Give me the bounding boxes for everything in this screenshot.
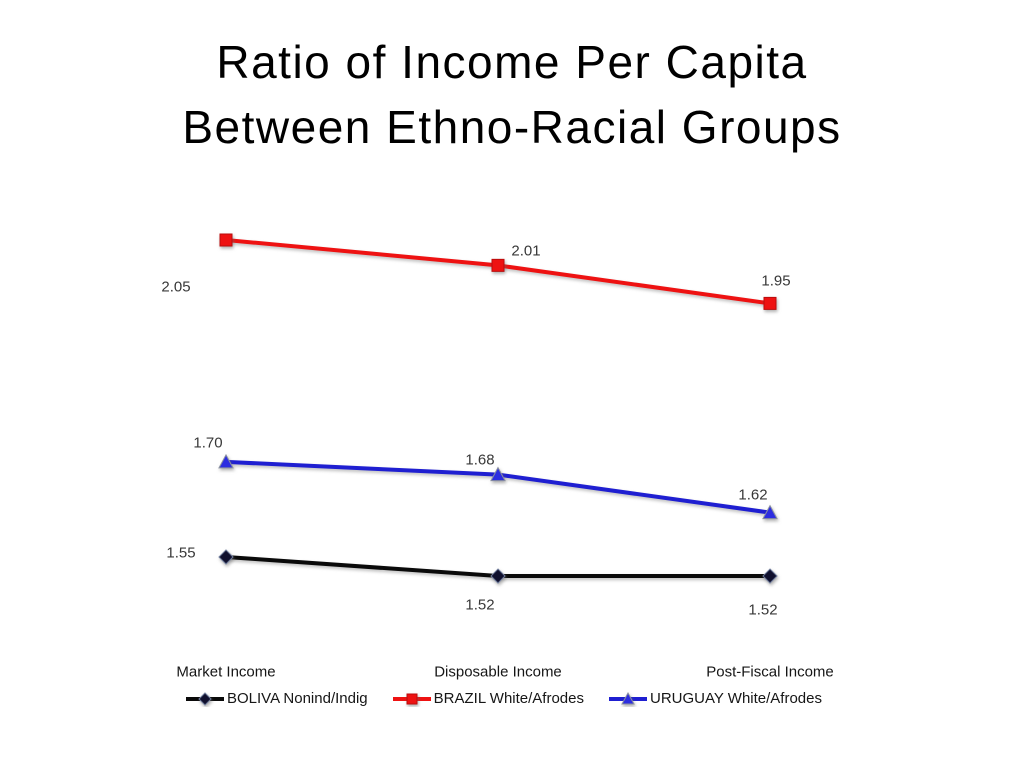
brazil-marker [763, 296, 777, 310]
boliva-marker [762, 568, 778, 584]
legend-item-brazil: BRAZIL White/Afrodes [392, 690, 584, 707]
brazil-marker [491, 258, 505, 272]
brazil-legend-marker-icon [392, 693, 431, 704]
uruguay-marker [218, 453, 234, 469]
data-label-uruguay-0: 1.70 [193, 434, 223, 452]
legend-item-uruguay: URUGUAY White/Afrodes [609, 690, 822, 707]
data-label-brazil-2: 1.95 [761, 272, 791, 290]
legend-label-uruguay: URUGUAY White/Afrodes [650, 690, 822, 707]
boliva-legend-marker-icon [186, 691, 224, 706]
legend-item-boliva: BOLIVA Nonind/Indig [186, 690, 368, 707]
uruguay-marker [762, 504, 778, 520]
data-label-boliva-2: 1.52 [748, 601, 778, 619]
data-label-boliva-1: 1.52 [465, 596, 495, 614]
uruguay-marker [621, 691, 635, 704]
uruguay-marker [490, 466, 506, 482]
legend-label-brazil: BRAZIL White/Afrodes [433, 690, 584, 707]
boliva-marker [198, 691, 212, 706]
chart-title-line1: Ratio of Income Per Capita [216, 36, 808, 88]
chart-legend: BOLIVA Nonind/Indig BRAZIL White/Afrodes U… [186, 690, 822, 707]
x-axis-label-1: Disposable Income [434, 663, 562, 681]
x-axis-label-0: Market Income [176, 663, 276, 681]
uruguay-legend-marker-icon [609, 691, 647, 704]
boliva-marker [490, 568, 506, 584]
data-label-boliva-0: 1.55 [166, 544, 196, 562]
x-axis-label-2: Post-Fiscal Income [706, 663, 834, 681]
brazil-marker [406, 693, 418, 704]
data-label-uruguay-2: 1.62 [738, 486, 768, 504]
data-label-brazil-1: 2.01 [511, 242, 541, 260]
legend-label-boliva: BOLIVA Nonind/Indig [227, 690, 368, 707]
brazil-marker [219, 233, 233, 247]
data-label-uruguay-1: 1.68 [465, 451, 495, 469]
chart-title-line2: Between Ethno-Racial Groups [182, 101, 842, 154]
boliva-marker [218, 549, 234, 565]
data-label-brazil-0: 2.05 [161, 278, 191, 296]
chart-title: Ratio of Income Per Capita Between Ethno… [0, 30, 1024, 161]
